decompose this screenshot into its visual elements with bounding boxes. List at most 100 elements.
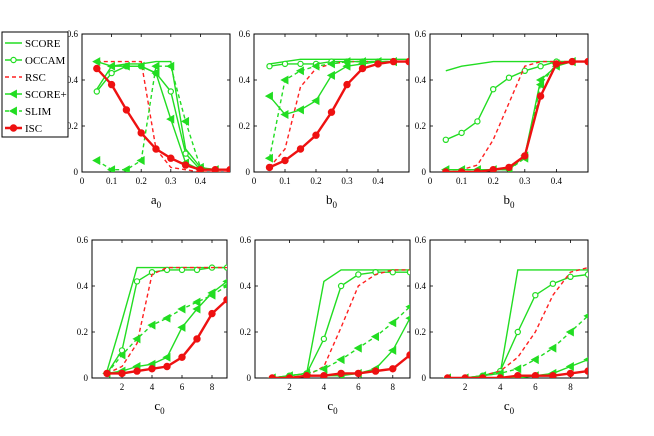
data-point-isc (473, 168, 482, 172)
data-point-occam (93, 88, 101, 95)
x-tick-label: 0.1 (106, 176, 117, 186)
data-point-scorep (192, 304, 201, 314)
data-point-slim (106, 165, 116, 172)
data-point-slim (336, 355, 345, 365)
y-tick-label: 0 (74, 167, 79, 177)
x-tick-label: 4 (498, 382, 503, 392)
x-tick-label: 8 (568, 382, 573, 392)
y-tick-label: 0.2 (67, 121, 78, 131)
series-line-isc (95, 67, 230, 171)
data-point-isc (531, 372, 540, 378)
y-tick-label: 0.2 (415, 121, 426, 131)
data-point-slim (295, 66, 304, 76)
data-point-scorep (264, 91, 273, 101)
y-tick-label: 0 (422, 373, 427, 383)
x-tick-label: 0 (428, 176, 433, 186)
data-point-slim (207, 290, 216, 300)
y-tick-label: 0 (422, 167, 427, 177)
x-tick-label: 0 (252, 176, 257, 186)
y-tick-label: 0.4 (415, 75, 427, 85)
legend-label: ISC (25, 123, 42, 135)
panel-4: 0 0.2 0.4 0.6 2 4 6 8 c0 (77, 235, 228, 416)
data-point-isc (122, 106, 131, 114)
data-point-isc (549, 372, 557, 378)
data-point-isc (281, 156, 289, 165)
data-point-isc (285, 374, 294, 378)
series-group (102, 264, 227, 378)
panel-6: 0 0.2 0.4 0.6 2 4 6 8 c0 (415, 235, 589, 416)
x-tick-label: 0 (80, 176, 85, 186)
series-line-isc (445, 60, 588, 172)
y-tick-label: 0.4 (240, 281, 252, 291)
y-tick-label: 0.2 (239, 121, 250, 131)
data-point-isc (296, 145, 305, 153)
data-point-slim (92, 156, 101, 165)
x-tick-label: 4 (150, 382, 155, 392)
data-point-occam (537, 62, 544, 70)
data-point-isc (478, 374, 487, 378)
legend-box (1, 31, 69, 138)
data-point-occam (320, 335, 328, 343)
plot-area (91, 239, 228, 379)
data-point-slim (166, 61, 175, 71)
y-tick-label: 0.6 (240, 235, 252, 245)
data-point-occam (266, 62, 273, 70)
data-point-slim (177, 304, 186, 314)
x-tick-label: 8 (210, 382, 215, 392)
x-tick-label: 0.4 (551, 176, 563, 186)
x-tick-label: 0.2 (136, 176, 147, 186)
data-point-isc (152, 145, 160, 153)
data-point-isc (178, 353, 186, 361)
data-point-scorep (405, 315, 410, 321)
data-point-occam (355, 271, 362, 278)
series-line-slim (96, 65, 230, 171)
y-tick-label: 0 (84, 373, 89, 383)
series-line-scorep (447, 358, 588, 378)
data-point-occam (133, 278, 141, 285)
data-point-scorep (136, 61, 145, 71)
data-point-slim (180, 116, 190, 126)
data-point-slim (151, 61, 160, 71)
data-point-scorep (326, 70, 335, 80)
plot-area (429, 239, 589, 379)
data-point-slim (370, 332, 379, 342)
data-point-occam (337, 282, 345, 290)
x-tick-label: 0.3 (519, 176, 531, 186)
data-point-occam (281, 60, 289, 68)
data-point-isc (584, 57, 588, 66)
series-line-score (269, 58, 409, 65)
x-axis-label: a0 (151, 192, 162, 210)
data-point-isc (566, 369, 575, 378)
data-point-scorep (311, 96, 320, 106)
y-tick-label: 0.4 (77, 281, 89, 291)
plot-area (253, 33, 410, 173)
data-point-scorep (177, 322, 186, 332)
legend-label: OCCAM (25, 55, 66, 67)
y-tick-label: 0.4 (415, 281, 427, 291)
legend-marker (10, 56, 17, 64)
data-point-isc (265, 163, 274, 172)
data-point-slim (319, 364, 328, 374)
data-point-occam (532, 292, 539, 299)
data-point-slim (121, 165, 130, 172)
data-point-isc (107, 80, 116, 89)
data-point-occam (442, 136, 449, 143)
data-point-isc (389, 57, 398, 66)
data-point-isc (327, 108, 336, 116)
data-point-isc (133, 367, 141, 375)
y-tick-label: 0.2 (240, 327, 251, 337)
legend-item-rsc: RSC (5, 72, 46, 84)
data-point-isc (374, 60, 382, 68)
data-point-slim (136, 156, 145, 165)
data-point-isc (93, 64, 101, 73)
legend-item-slim: SLIM (5, 106, 52, 118)
data-point-slim (548, 343, 557, 353)
data-point-isc (223, 296, 227, 304)
x-tick-label: 0.4 (195, 176, 207, 186)
data-point-scorep (280, 110, 289, 119)
x-tick-label: 2 (120, 382, 125, 392)
data-point-isc (268, 374, 276, 378)
x-tick-label: 0.3 (341, 176, 353, 186)
x-tick-label: 6 (533, 382, 538, 392)
data-point-scorep (388, 345, 397, 355)
